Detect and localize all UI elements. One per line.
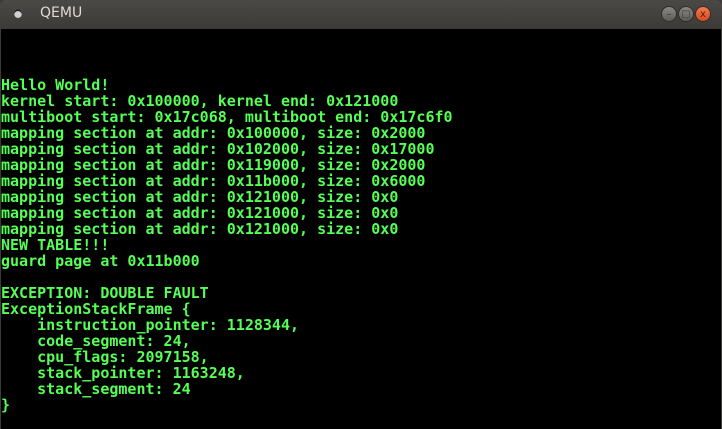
close-button[interactable]: x	[695, 6, 711, 22]
console-line: multiboot start: 0x17c068, multiboot end…	[1, 108, 453, 126]
console-line: code_segment: 24,	[1, 332, 191, 350]
console-line: mapping section at addr: 0x121000, size:…	[1, 188, 399, 206]
console-line: guard page at 0x11b000	[1, 252, 200, 270]
console-line: mapping section at addr: 0x100000, size:…	[1, 124, 426, 142]
console-line: }	[1, 396, 11, 414]
qemu-app-icon	[14, 9, 22, 18]
console-line: kernel start: 0x100000, kernel end: 0x12…	[1, 92, 399, 110]
title-bar[interactable]: QEMU – □ x	[0, 0, 722, 28]
console-line: stack_segment: 24	[1, 380, 191, 398]
console-line: NEW TABLE!!!	[1, 236, 110, 254]
console-line: Hello World!	[1, 76, 110, 94]
console-line: mapping section at addr: 0x102000, size:…	[1, 140, 435, 158]
console-line: mapping section at addr: 0x119000, size:…	[1, 156, 426, 174]
maximize-button[interactable]: □	[678, 6, 694, 22]
console-line: instruction_pointer: 1128344,	[1, 316, 300, 334]
console-line: cpu_flags: 2097158,	[1, 348, 209, 366]
console-line: EXCEPTION: DOUBLE FAULT	[1, 284, 209, 302]
console-line: stack_pointer: 1163248,	[1, 364, 245, 382]
vm-console-screen[interactable]: Hello World! kernel start: 0x100000, kern…	[1, 29, 721, 429]
console-line: mapping section at addr: 0x11b000, size:…	[1, 172, 426, 190]
console-line: mapping section at addr: 0x121000, size:…	[1, 220, 399, 238]
window-title: QEMU	[40, 5, 83, 21]
console-line: ExceptionStackFrame {	[1, 300, 191, 318]
minimize-button[interactable]: –	[661, 6, 677, 22]
console-line: mapping section at addr: 0x121000, size:…	[1, 204, 399, 222]
